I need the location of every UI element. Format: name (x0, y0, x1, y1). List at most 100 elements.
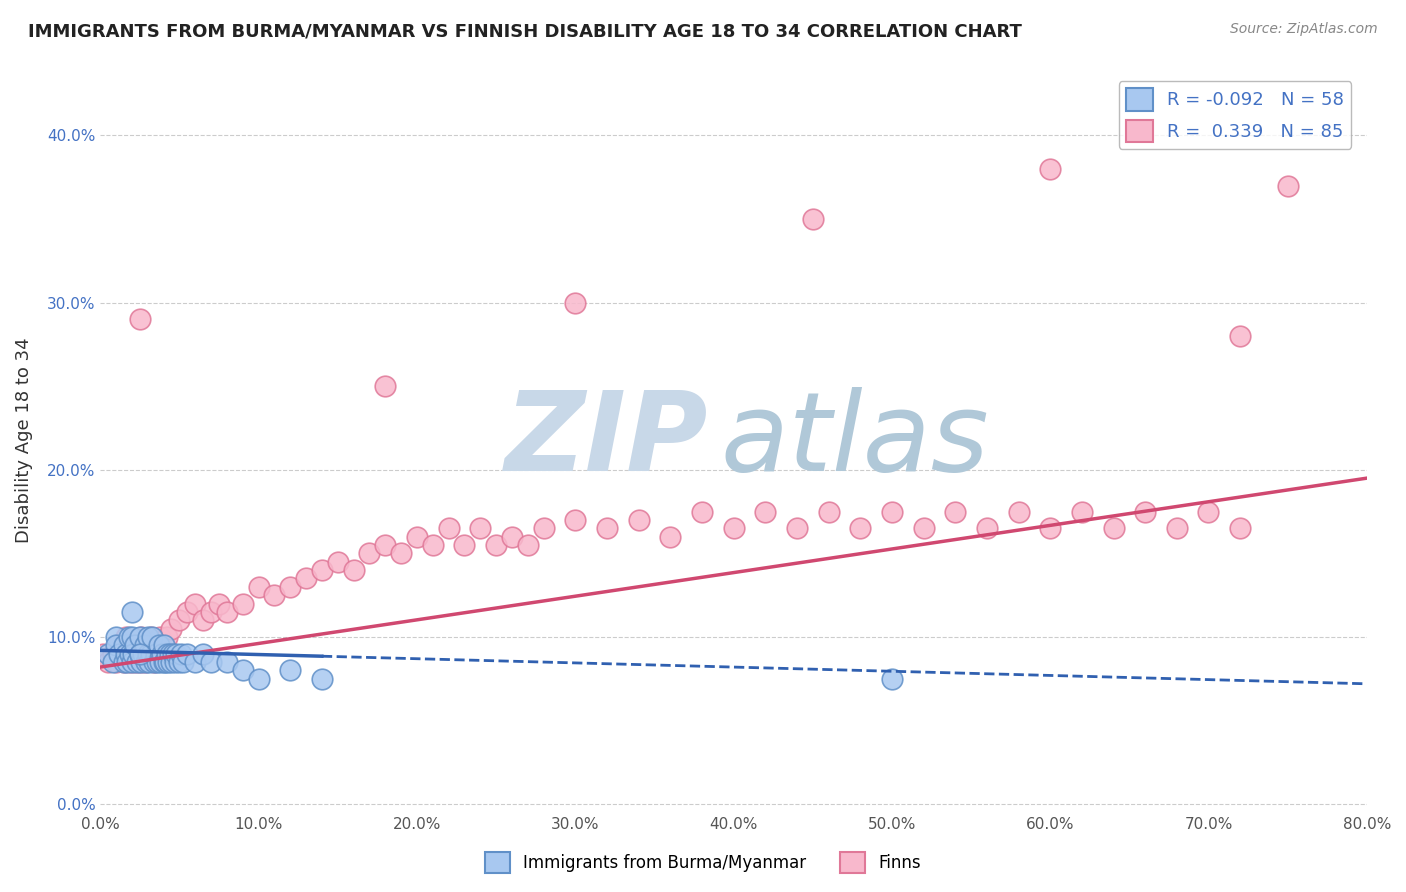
Point (422, 538, 444, 552)
Point (437, 521, 460, 535)
Point (139, 630, 162, 644)
Point (263, 588, 285, 602)
Point (128, 630, 150, 644)
Point (1070, 505, 1092, 519)
Text: Source: ZipAtlas.com: Source: ZipAtlas.com (1230, 22, 1378, 37)
Point (120, 655, 142, 669)
Point (754, 505, 776, 519)
Point (215, 655, 238, 669)
Point (162, 647, 184, 661)
Point (112, 655, 135, 669)
Point (108, 638, 131, 652)
Point (596, 521, 619, 535)
Point (1007, 505, 1029, 519)
Point (200, 655, 222, 669)
Point (121, 630, 143, 644)
Text: ZIP: ZIP (505, 387, 709, 494)
Point (1102, 521, 1125, 535)
Y-axis label: Disability Age 18 to 34: Disability Age 18 to 34 (15, 338, 32, 543)
Point (138, 647, 160, 661)
Point (1229, 329, 1251, 343)
Point (200, 605, 222, 619)
Point (114, 630, 136, 644)
Point (152, 655, 174, 669)
Point (976, 521, 998, 535)
Point (406, 530, 429, 544)
Point (143, 655, 166, 669)
Point (215, 605, 238, 619)
Point (128, 655, 150, 669)
Point (101, 647, 124, 661)
Point (105, 638, 128, 652)
Point (295, 572, 318, 586)
Point (176, 605, 198, 619)
Point (141, 630, 163, 644)
Point (880, 672, 903, 686)
Point (191, 613, 214, 627)
Point (120, 647, 142, 661)
Point (149, 630, 172, 644)
Point (184, 597, 207, 611)
Point (134, 655, 156, 669)
Point (359, 546, 381, 560)
Point (786, 521, 808, 535)
Point (723, 521, 745, 535)
Point (1133, 505, 1156, 519)
Point (132, 647, 155, 661)
Point (485, 538, 508, 552)
Point (176, 647, 198, 661)
Point (1166, 521, 1188, 535)
Point (564, 295, 586, 310)
Point (1039, 521, 1062, 535)
Point (152, 638, 174, 652)
Point (278, 580, 301, 594)
Point (125, 647, 148, 661)
Point (533, 521, 555, 535)
Point (139, 647, 162, 661)
Point (912, 521, 935, 535)
Point (143, 655, 166, 669)
Point (374, 379, 396, 393)
Point (817, 505, 839, 519)
Legend: Immigrants from Burma/Myanmar, Finns: Immigrants from Burma/Myanmar, Finns (478, 846, 928, 880)
Point (128, 647, 150, 661)
Point (170, 647, 193, 661)
Point (156, 647, 179, 661)
Point (208, 597, 231, 611)
Point (880, 505, 903, 519)
Point (145, 647, 167, 661)
Point (121, 647, 143, 661)
Point (105, 630, 128, 644)
Point (311, 672, 333, 686)
Point (124, 655, 146, 669)
Point (627, 513, 650, 527)
Point (564, 513, 586, 527)
Point (152, 638, 174, 652)
Point (516, 538, 538, 552)
Point (172, 655, 194, 669)
Point (184, 655, 207, 669)
Point (247, 580, 270, 594)
Point (690, 505, 713, 519)
Point (97, 655, 120, 669)
Point (148, 638, 170, 652)
Point (342, 563, 364, 577)
Point (191, 647, 214, 661)
Point (112, 655, 135, 669)
Point (157, 655, 180, 669)
Point (801, 212, 824, 227)
Point (169, 613, 191, 627)
Point (135, 655, 157, 669)
Point (165, 647, 187, 661)
Point (97, 647, 120, 661)
Point (326, 555, 349, 569)
Point (105, 655, 128, 669)
Point (149, 655, 172, 669)
Point (163, 655, 186, 669)
Point (146, 655, 169, 669)
Point (659, 530, 682, 544)
Point (145, 638, 167, 652)
Point (121, 605, 143, 619)
Point (136, 647, 159, 661)
Point (169, 655, 191, 669)
